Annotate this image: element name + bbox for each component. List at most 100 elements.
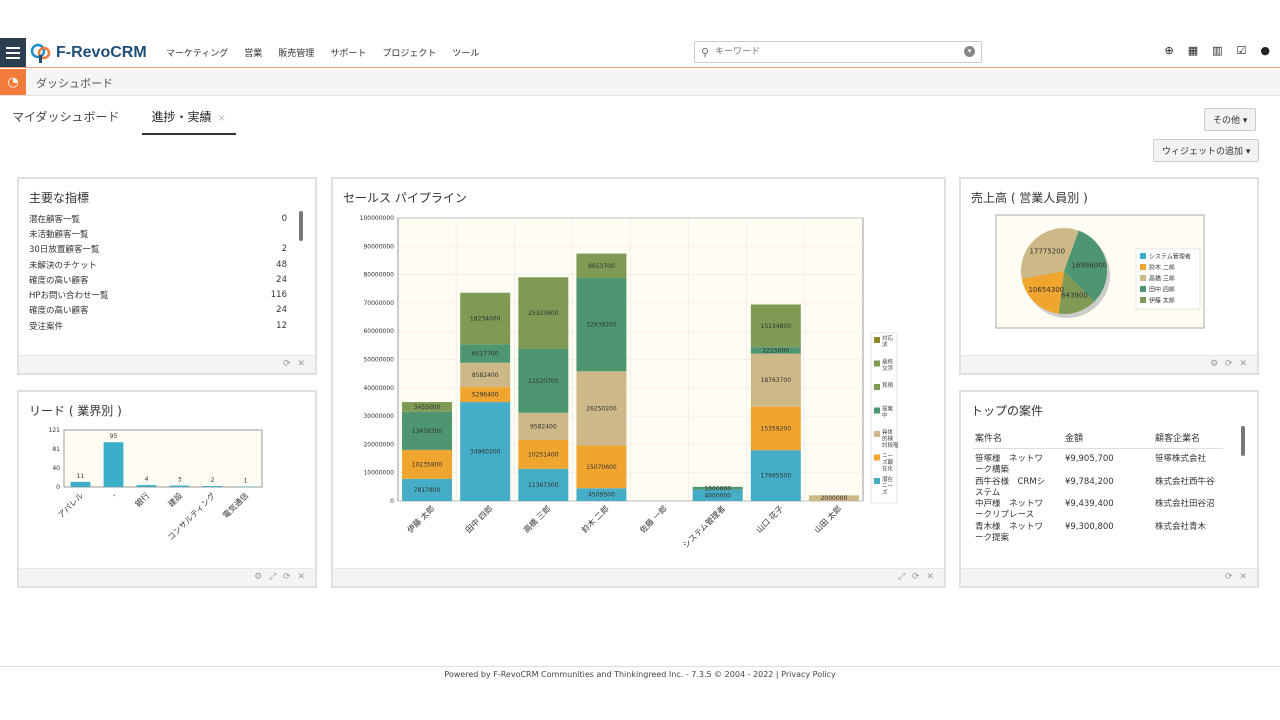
search-input[interactable] [715, 44, 955, 60]
kpi-row[interactable]: 受注案件 12 [29, 318, 287, 333]
nav-tools[interactable]: ツール [452, 49, 480, 59]
y-tick-label: 70000000 [363, 300, 394, 307]
legend-box [1135, 248, 1201, 310]
scrollbar[interactable] [1241, 426, 1245, 456]
data-label: 10235800 [412, 461, 443, 468]
logo-icon [30, 42, 52, 64]
deal-company: 株式会社田谷沼 [1155, 499, 1215, 509]
user-profile-icon[interactable]: ● [1260, 44, 1270, 57]
data-label: 11367300 [528, 482, 559, 489]
legend-label: 伊藤 太郎 [1149, 297, 1175, 305]
bar-segment [692, 489, 743, 501]
kpi-row[interactable]: 潜在顧客一覧 0 [29, 211, 287, 226]
widget-controls-icon[interactable]: ⤢ ⟳ ✕ [897, 572, 936, 582]
x-tick-label: システム管理者 [681, 503, 728, 550]
kpi-row[interactable]: 未活動顧客一覧 [29, 226, 287, 241]
kpi-row[interactable]: 未解決のチケット 48 [29, 257, 287, 272]
legend-label: 対応済 [882, 334, 894, 349]
column-header: 金額 [1065, 434, 1084, 444]
legend-label: 提案中 [882, 405, 894, 420]
tab-my-dashboard[interactable]: マイダッシュボード [12, 108, 120, 135]
reports-icon[interactable]: ▥ [1212, 44, 1223, 57]
widget-title: 売上高 ( 営業人員別 ) [971, 191, 1088, 205]
deal-name1[interactable]: 青木様 ネットワ [975, 521, 1044, 532]
x-tick-label: 山口 花子 [754, 503, 785, 534]
x-tick-label: 電気通信 [221, 490, 251, 520]
add-widget-button[interactable]: ウィジェットの追加 ▾ [1153, 139, 1260, 162]
legend-label: 最終交渉 [882, 358, 894, 373]
hamburger-menu-icon[interactable] [0, 38, 26, 67]
nav-sales[interactable]: 営業 [244, 49, 263, 59]
widget-controls-icon[interactable]: ⚙ ⤢ ⟳ ✕ [254, 572, 307, 582]
kpi-label: 30日放置顧客一覧 [29, 245, 100, 256]
deal-name2: ステム [975, 487, 1001, 498]
kpi-row[interactable]: 確度の高い顧客 24 [29, 303, 287, 318]
deal-company: 株式会社青木 [1155, 521, 1207, 532]
kpi-label: 確度の高い顧客 [29, 306, 89, 317]
pipeline-widget: セールス パイプライン 0 10000000 20000000 30000000 400… [331, 177, 946, 588]
deal-name2: ーク提案 [975, 532, 1010, 543]
deal-name2: ークリプレース [975, 510, 1035, 520]
y-tick-label: 40 [52, 465, 60, 472]
y-tick-label: 40000000 [363, 385, 394, 392]
legend-label: 見積 [882, 381, 894, 389]
x-tick-label: 建設 [166, 490, 184, 508]
legend-label: ニーズ顕在化 [882, 453, 894, 473]
deal-name1[interactable]: 西牛谷様 CRMシ [975, 476, 1046, 487]
data-label: 3455000 [414, 404, 441, 411]
kpi-value: 0 [281, 213, 287, 224]
legend-text-line: 潜在 [882, 475, 894, 483]
deal-name1[interactable]: 中戸様 ネットワ [975, 499, 1044, 509]
legend-text-line: 的検 [882, 435, 894, 443]
deal-amount: ¥9,905,700 [1065, 454, 1114, 464]
quick-create-icon[interactable]: ⊕ [1164, 44, 1174, 57]
kpi-row[interactable]: 30日放置顧客一覧 2 [29, 242, 287, 257]
bar-segment [402, 478, 453, 501]
nav-inventory[interactable]: 販売管理 [278, 49, 315, 59]
x-tick-label: 佐藤 一郎 [637, 503, 668, 534]
legend-swatch [1140, 253, 1146, 259]
tasks-icon[interactable]: ☑ [1236, 44, 1247, 57]
pie-slice [1021, 228, 1079, 279]
nav-marketing[interactable]: マーケティング [166, 49, 229, 59]
global-search: ⚲ ▾ [694, 41, 982, 63]
bar-segment [750, 304, 801, 348]
deal-amount: ¥9,784,200 [1065, 476, 1114, 487]
nav-project[interactable]: プロジェクト [382, 49, 437, 59]
data-label: 95 [110, 433, 118, 440]
search-options-icon[interactable]: ▾ [964, 46, 975, 57]
close-tab-icon[interactable]: × [217, 113, 226, 124]
legend-swatch [1140, 264, 1146, 270]
legend-text-line: 具体 [882, 428, 894, 436]
legend-label: 田中 四郎 [1149, 286, 1175, 294]
deal-name1[interactable]: 笹塚様 ネットワ [975, 454, 1044, 464]
search-icon: ⚲ [701, 46, 710, 59]
app-logo[interactable]: F-RevoCRM [30, 42, 147, 64]
data-label: 15134800 [761, 323, 792, 330]
tab-label: 進捗・実績 [151, 110, 212, 124]
brand-name: F-RevoCRM [56, 44, 147, 61]
widget-controls-icon[interactable]: ⟳ ✕ [1225, 572, 1249, 582]
nav-support[interactable]: サポート [330, 49, 367, 59]
data-label: 9582400 [530, 423, 557, 430]
calendar-icon[interactable]: ▦ [1187, 44, 1199, 57]
tab-label: マイダッシュボード [12, 110, 120, 124]
data-label: 7643900 [1057, 291, 1088, 299]
widget-controls-icon[interactable]: ⟳ ✕ [283, 359, 307, 369]
widget-controls-icon[interactable]: ⚙ ⟳ ✕ [1210, 359, 1249, 369]
dashboard-tabs: マイダッシュボード 進捗・実績 × [12, 108, 236, 135]
bar-segment [402, 449, 453, 479]
kpi-row[interactable]: HPお問い合わせ一覧 116 [29, 287, 287, 302]
kpi-value: 12 [276, 320, 287, 331]
module-title: ダッシュボード [36, 77, 113, 90]
kpi-row[interactable]: 確度の高い顧客 24 [29, 272, 287, 287]
scrollbar[interactable] [299, 211, 303, 241]
legend-text-line: ズ [882, 488, 888, 496]
tab-progress[interactable]: 進捗・実績 × [141, 108, 236, 135]
legend-swatch [1140, 297, 1146, 303]
column-header: 顧客企業名 [1155, 434, 1201, 444]
bar-segment [460, 402, 511, 501]
kpi-label: 確度の高い顧客 [29, 275, 89, 286]
more-button[interactable]: その他 ▾ [1204, 108, 1257, 131]
data-label: 7817800 [414, 487, 441, 494]
